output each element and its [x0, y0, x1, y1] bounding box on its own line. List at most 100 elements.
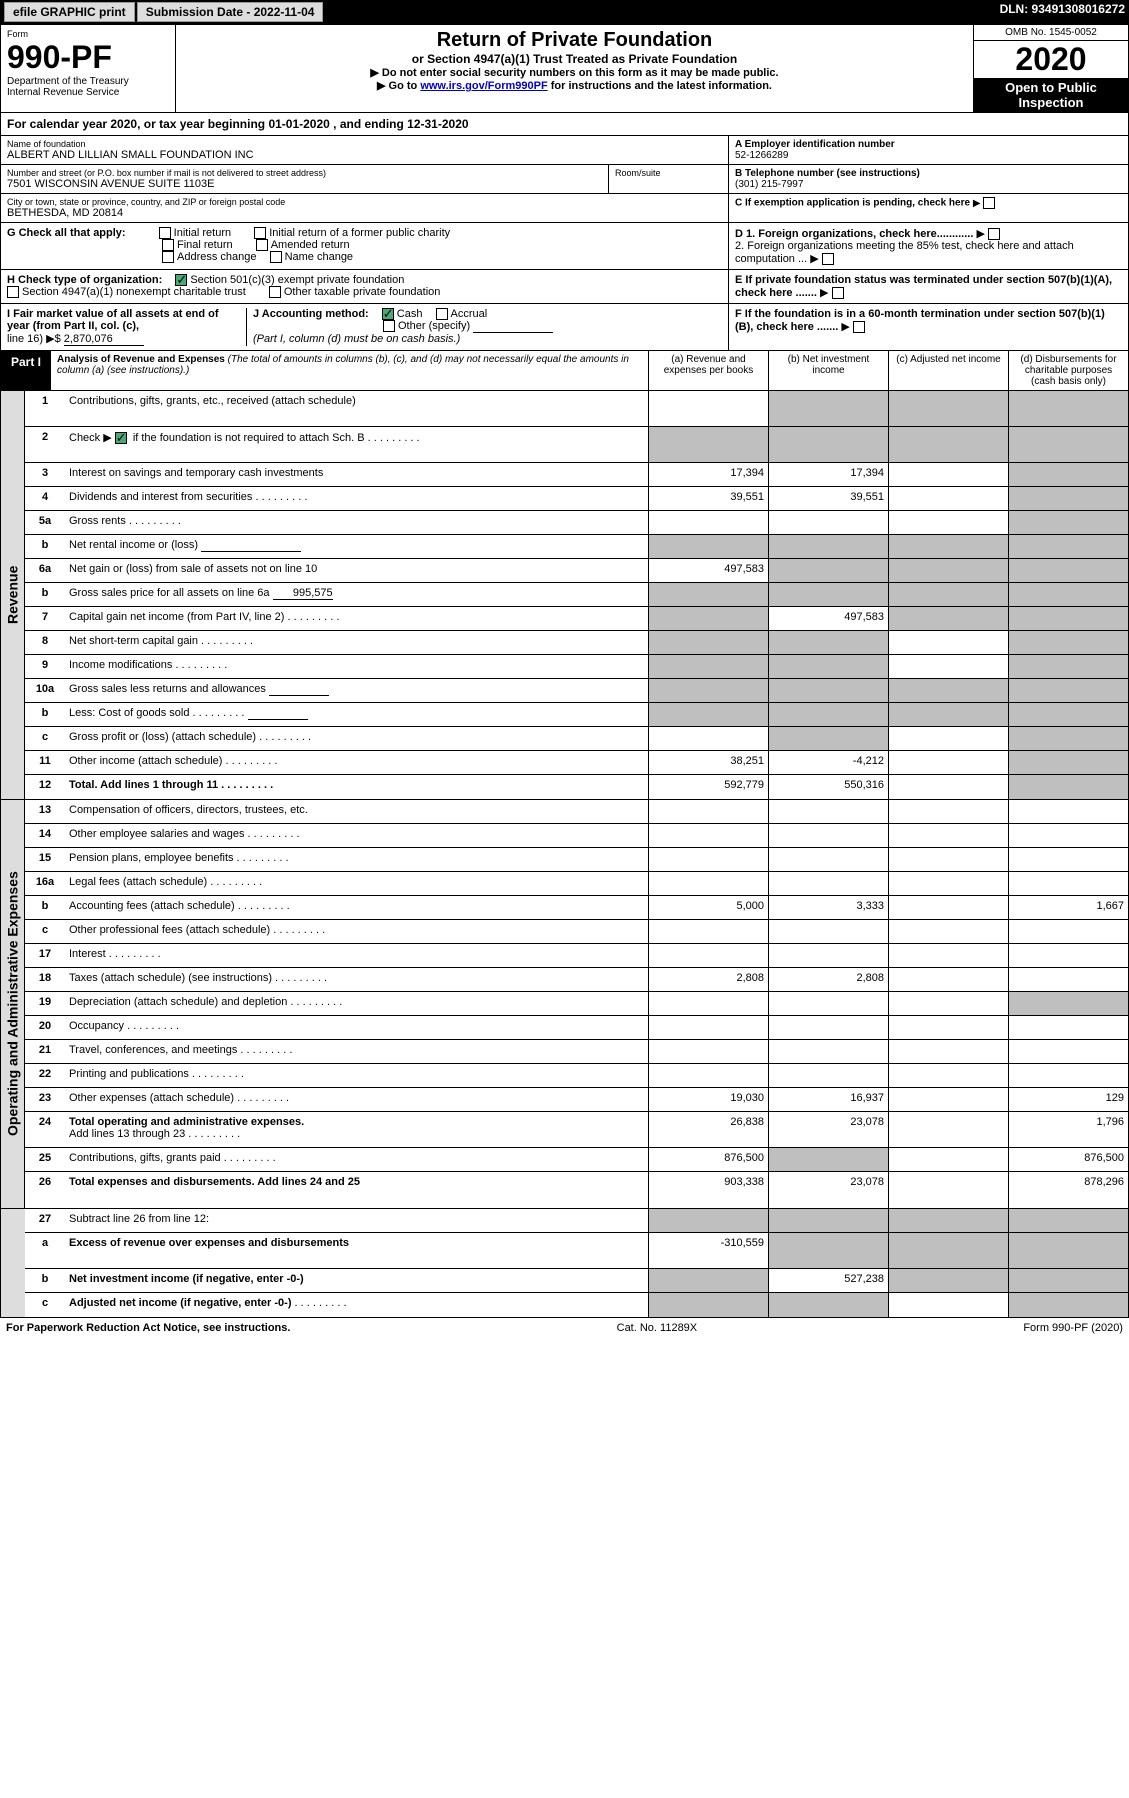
- efile-print-button[interactable]: efile GRAPHIC print: [4, 2, 135, 22]
- line-26: Total expenses and disbursements. Add li…: [65, 1172, 648, 1208]
- revenue-side-label: Revenue: [1, 391, 25, 799]
- e-label: E If private foundation status was termi…: [735, 274, 1112, 299]
- h-501c3-checkbox[interactable]: [175, 274, 187, 286]
- l6a-a: 497,583: [648, 559, 768, 582]
- part1-header: Part I Analysis of Revenue and Expenses …: [0, 351, 1129, 391]
- line-9: Income modifications: [65, 655, 648, 678]
- line-27c: Adjusted net income (if negative, enter …: [65, 1293, 648, 1317]
- col-d-header: (d) Disbursements for charitable purpose…: [1008, 351, 1128, 390]
- line-27: Subtract line 26 from line 12:: [65, 1209, 648, 1232]
- dept-treasury: Department of the Treasury: [7, 76, 169, 87]
- city-value: BETHESDA, MD 20814: [7, 207, 722, 219]
- top-bar: efile GRAPHIC print Submission Date - 20…: [0, 0, 1129, 24]
- f-checkbox[interactable]: [853, 321, 865, 333]
- d1-label: D 1. Foreign organizations, check here..…: [735, 228, 973, 240]
- line-16c: Other professional fees (attach schedule…: [65, 920, 648, 943]
- calendar-year-row: For calendar year 2020, or tax year begi…: [0, 113, 1129, 136]
- goto-instructions: ▶ Go to www.irs.gov/Form990PF for instru…: [180, 79, 969, 92]
- line-22: Printing and publications: [65, 1064, 648, 1087]
- line-16b: Accounting fees (attach schedule): [65, 896, 648, 919]
- line-16a: Legal fees (attach schedule): [65, 872, 648, 895]
- l4-a: 39,551: [648, 487, 768, 510]
- d1-checkbox[interactable]: [988, 228, 1000, 240]
- line-10b: Less: Cost of goods sold: [65, 703, 648, 726]
- l16b-d: 1,667: [1008, 896, 1128, 919]
- part1-label: Part I: [1, 351, 51, 390]
- h-label: H Check type of organization:: [7, 274, 162, 286]
- g-initial-checkbox[interactable]: [159, 227, 171, 239]
- line-24: Total operating and administrative expen…: [65, 1112, 648, 1147]
- line-14: Other employee salaries and wages: [65, 824, 648, 847]
- c-checkbox[interactable]: [983, 197, 995, 209]
- d2-checkbox[interactable]: [822, 253, 834, 265]
- line-5a: Gross rents: [65, 511, 648, 534]
- l3-a: 17,394: [648, 463, 768, 486]
- foundation-name: ALBERT AND LILLIAN SMALL FOUNDATION INC: [7, 149, 722, 161]
- form-subtitle: or Section 4947(a)(1) Trust Treated as P…: [180, 52, 969, 66]
- i-label: I Fair market value of all assets at end…: [7, 308, 219, 332]
- l24-a: 26,838: [648, 1112, 768, 1147]
- l16b-b: 3,333: [768, 896, 888, 919]
- l27a-a: -310,559: [648, 1233, 768, 1268]
- open-to-public: Open to PublicInspection: [974, 78, 1128, 112]
- l27b-b: 527,238: [768, 1269, 888, 1292]
- h-other-checkbox[interactable]: [269, 286, 281, 298]
- tax-year: 2020: [974, 41, 1128, 78]
- line-1: Contributions, gifts, grants, etc., rece…: [65, 391, 648, 426]
- l23-d: 129: [1008, 1088, 1128, 1111]
- h-4947-checkbox[interactable]: [7, 286, 19, 298]
- revenue-table: Revenue 1Contributions, gifts, grants, e…: [0, 391, 1129, 800]
- g-amended-checkbox[interactable]: [256, 239, 268, 251]
- irs-link[interactable]: www.irs.gov/Form990PF: [420, 80, 547, 92]
- section-h-e: H Check type of organization: Section 50…: [0, 270, 1129, 304]
- l4-b: 39,551: [768, 487, 888, 510]
- d2-label: 2. Foreign organizations meeting the 85%…: [735, 240, 1074, 265]
- tel-label: B Telephone number (see instructions): [735, 168, 1122, 179]
- schb-checkbox[interactable]: [115, 432, 127, 444]
- l18-a: 2,808: [648, 968, 768, 991]
- e-checkbox[interactable]: [832, 287, 844, 299]
- expenses-side-label: Operating and Administrative Expenses: [1, 800, 25, 1208]
- l23-a: 19,030: [648, 1088, 768, 1111]
- f-label: F If the foundation is in a 60-month ter…: [735, 308, 1105, 333]
- dln-number: DLN: 93491308016272: [1000, 2, 1125, 22]
- section-g-d: G Check all that apply: Initial return I…: [0, 223, 1129, 270]
- j-accrual-checkbox[interactable]: [436, 308, 448, 320]
- j-cash-checkbox[interactable]: [382, 308, 394, 320]
- tel-value: (301) 215-7997: [735, 179, 1122, 190]
- j-label: J Accounting method:: [253, 308, 369, 320]
- l11-a: 38,251: [648, 751, 768, 774]
- line-21: Travel, conferences, and meetings: [65, 1040, 648, 1063]
- g-name-checkbox[interactable]: [270, 251, 282, 263]
- room-label: Room/suite: [615, 168, 722, 178]
- line-15: Pension plans, employee benefits: [65, 848, 648, 871]
- l25-d: 876,500: [1008, 1148, 1128, 1171]
- footer-catno: Cat. No. 11289X: [617, 1322, 698, 1334]
- l26-a: 903,338: [648, 1172, 768, 1208]
- ein-label: A Employer identification number: [735, 139, 1122, 150]
- col-a-header: (a) Revenue and expenses per books: [648, 351, 768, 390]
- col-b-header: (b) Net investment income: [768, 351, 888, 390]
- omb-number: OMB No. 1545-0052: [974, 25, 1128, 41]
- l7-b: 497,583: [768, 607, 888, 630]
- g-initial-former-checkbox[interactable]: [254, 227, 266, 239]
- l25-a: 876,500: [648, 1148, 768, 1171]
- ssn-warning: ▶ Do not enter social security numbers o…: [180, 66, 969, 79]
- line-5b: Net rental income or (loss): [65, 535, 648, 558]
- line-18: Taxes (attach schedule) (see instruction…: [65, 968, 648, 991]
- page-footer: For Paperwork Reduction Act Notice, see …: [0, 1318, 1129, 1338]
- line27-block: 27Subtract line 26 from line 12: aExcess…: [0, 1209, 1129, 1318]
- col-c-header: (c) Adjusted net income: [888, 351, 1008, 390]
- g-final-checkbox[interactable]: [162, 239, 174, 251]
- g-label: G Check all that apply:: [7, 227, 126, 239]
- line-4: Dividends and interest from securities: [65, 487, 648, 510]
- line-6b: Gross sales price for all assets on line…: [65, 583, 648, 606]
- line-23: Other expenses (attach schedule): [65, 1088, 648, 1111]
- line-10a: Gross sales less returns and allowances: [65, 679, 648, 702]
- g-address-checkbox[interactable]: [162, 251, 174, 263]
- form-header: Form 990-PF Department of the Treasury I…: [0, 24, 1129, 113]
- l24-d: 1,796: [1008, 1112, 1128, 1147]
- ein-value: 52-1266289: [735, 150, 1122, 161]
- line-2: Check ▶ if the foundation is not require…: [65, 427, 648, 462]
- form-title: Return of Private Foundation: [180, 29, 969, 52]
